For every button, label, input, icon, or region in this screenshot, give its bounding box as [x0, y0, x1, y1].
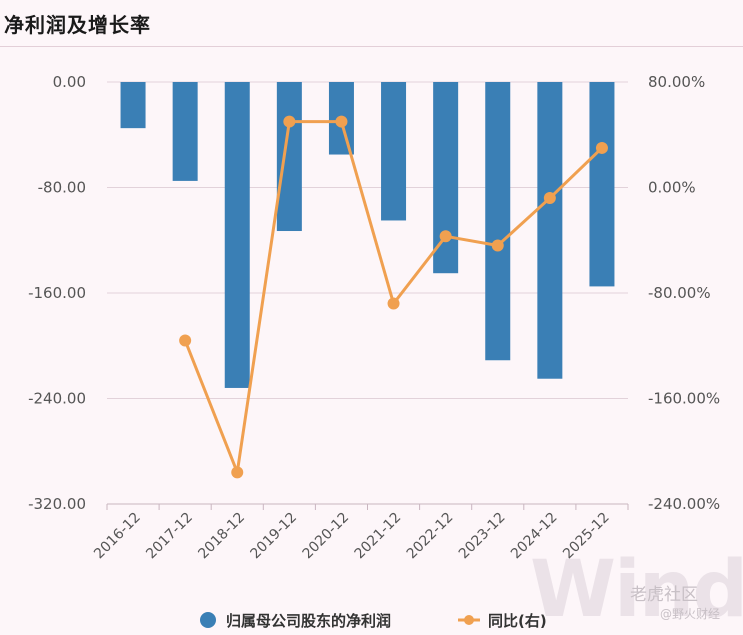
- left-axis-tick-label: -160.00: [28, 284, 86, 302]
- legend-line-marker: [464, 615, 474, 625]
- x-axis-tick-label: 2017-12: [143, 510, 196, 563]
- bar: [537, 82, 563, 379]
- x-axis-tick-label: 2023-12: [456, 510, 509, 563]
- legend-line-label: 同比(右): [488, 612, 547, 630]
- title-divider: [0, 46, 743, 47]
- right-axis-tick-label: 0.00%: [648, 179, 696, 197]
- left-axis-tick-label: -320.00: [28, 495, 86, 513]
- bar: [276, 82, 302, 232]
- axes: 0.00 -80.00 -160.00 -240.00 -320.00 80.00% 0.0…: [28, 73, 720, 562]
- bar: [381, 82, 407, 221]
- growth-point: [283, 115, 296, 128]
- left-axis-tick-label: -80.00: [38, 179, 86, 197]
- x-axis-tick-label: 2020-12: [300, 510, 353, 563]
- growth-point: [179, 334, 192, 347]
- watermark-brand: 老虎社区: [630, 585, 698, 605]
- x-axis-tick-label: 2016-12: [91, 510, 144, 563]
- line-series: [179, 115, 608, 479]
- bar-series: [120, 82, 615, 388]
- growth-point: [231, 466, 244, 479]
- bar: [120, 82, 146, 129]
- x-axis-tick-label: 2019-12: [247, 510, 300, 563]
- right-axis-tick-label: -240.00%: [648, 495, 720, 513]
- x-axis-tick-label: 2018-12: [195, 510, 248, 563]
- growth-point: [595, 141, 608, 154]
- growth-point: [335, 115, 348, 128]
- bar: [485, 82, 511, 361]
- right-axis-tick-label: -160.00%: [648, 390, 720, 408]
- left-axis-tick-label: 0.00: [53, 73, 86, 91]
- x-axis-tick-label: 2022-12: [404, 510, 457, 563]
- page-title: 净利润及增长率: [4, 13, 151, 37]
- left-axis-tick-label: -240.00: [28, 390, 86, 408]
- growth-point: [387, 297, 400, 310]
- bar: [433, 82, 459, 274]
- right-axis-tick-label: -80.00%: [648, 284, 711, 302]
- legend: 归属母公司股东的净利润 同比(右): [200, 612, 547, 630]
- growth-point: [543, 192, 556, 205]
- x-axis-tick-label: 2021-12: [352, 510, 405, 563]
- bar: [224, 82, 250, 388]
- bar: [172, 82, 198, 181]
- bar: [589, 82, 615, 287]
- growth-point: [439, 230, 452, 243]
- legend-bar-swatch: [200, 612, 216, 628]
- right-axis-tick-label: 80.00%: [648, 73, 705, 91]
- growth-point: [491, 239, 504, 252]
- wind-logo-watermark: Wind: [530, 545, 743, 635]
- legend-bar-label: 归属母公司股东的净利润: [226, 612, 391, 630]
- watermark-handle: @野火财经: [660, 607, 721, 621]
